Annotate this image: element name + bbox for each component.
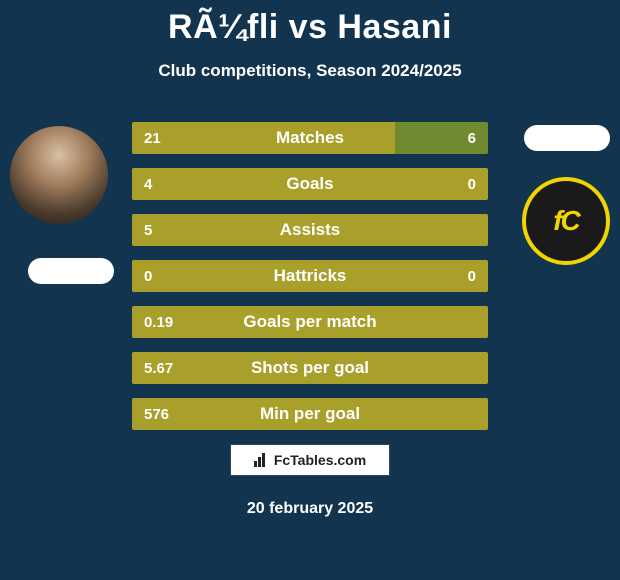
stat-label: Hattricks (132, 260, 488, 292)
branding-badge: FcTables.com (230, 444, 390, 476)
stat-row: 576Min per goal (132, 398, 488, 430)
stat-label: Matches (132, 122, 488, 154)
player-right-flag-pill (524, 125, 610, 151)
stat-row: 40Goals (132, 168, 488, 200)
player-left-avatar (10, 126, 108, 224)
page-title: RÃ¼fli vs Hasani (0, 0, 620, 47)
stat-row: 5.67Shots per goal (132, 352, 488, 384)
stat-row: 00Hattricks (132, 260, 488, 292)
stat-label: Goals per match (132, 306, 488, 338)
stats-container: 216Matches 40Goals 5Assists 00Hattricks 0.19… (132, 122, 488, 444)
branding-text: FcTables.com (274, 452, 366, 468)
stat-row: 0.19Goals per match (132, 306, 488, 338)
stat-label: Goals (132, 168, 488, 200)
stat-label: Shots per goal (132, 352, 488, 384)
stat-label: Assists (132, 214, 488, 246)
player-right-club-logo: fC (522, 177, 610, 265)
chart-icon (254, 453, 270, 467)
club-logo-text: fC (553, 205, 579, 237)
stat-label: Min per goal (132, 398, 488, 430)
infographic-date: 20 february 2025 (0, 500, 620, 518)
page-subtitle: Club competitions, Season 2024/2025 (0, 61, 620, 81)
player-left-flag-pill (28, 258, 114, 284)
stat-row: 5Assists (132, 214, 488, 246)
stat-row: 216Matches (132, 122, 488, 154)
